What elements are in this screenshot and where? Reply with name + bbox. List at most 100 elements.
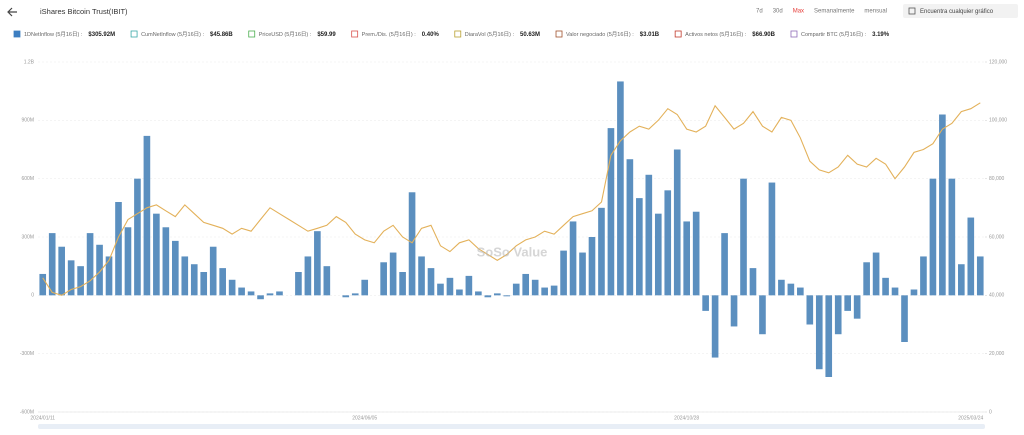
bar [437, 283, 444, 296]
bar [958, 264, 965, 296]
y2-tick-label: 40,000 [989, 293, 1005, 299]
bar [882, 277, 889, 296]
bar [115, 202, 122, 296]
bar [778, 279, 785, 296]
legend-label: Compartir BTC (5月16日) : [801, 31, 867, 38]
bar [825, 295, 833, 377]
range-button[interactable]: Semanalmente [814, 9, 855, 15]
bar [190, 264, 198, 296]
legend-checkbox[interactable] [454, 30, 462, 38]
watermark: SoSo Value [477, 244, 548, 259]
legend-checkbox[interactable] [674, 30, 682, 38]
bar [304, 256, 312, 296]
y2-tick-label: 0 [989, 409, 992, 415]
bar [351, 293, 359, 296]
search-box[interactable] [903, 4, 1018, 18]
y2-tick-label: 100,000 [989, 118, 1007, 124]
bar [806, 295, 814, 325]
bar [749, 268, 757, 296]
bar [465, 275, 473, 296]
legend-checkbox[interactable] [248, 30, 256, 38]
bar [626, 159, 634, 296]
bar [475, 291, 482, 296]
bar [863, 262, 870, 296]
legend-value: $3.01B [640, 32, 660, 38]
bar [967, 217, 975, 296]
bar [550, 285, 558, 296]
bar [143, 135, 151, 296]
bar [503, 295, 511, 297]
scrollbar[interactable] [38, 424, 985, 429]
bar [541, 287, 548, 296]
bar [266, 293, 274, 296]
bar [948, 178, 956, 296]
bar [427, 268, 435, 296]
legend-label: PriceUSD (5月16日) : [259, 31, 312, 38]
bar [939, 114, 946, 296]
bar [314, 231, 321, 296]
legend-checkbox[interactable] [13, 30, 21, 38]
bar [976, 256, 984, 296]
bar [58, 246, 65, 296]
legend-checkbox[interactable] [130, 30, 138, 38]
bar [219, 268, 226, 296]
bar [654, 213, 662, 296]
legend: 1DNetInflow (5月16日) : $305.92M CumNetInflo… [13, 30, 890, 38]
legend-checkbox[interactable] [790, 30, 798, 38]
bar [815, 295, 823, 370]
legend-label: CumNetInflow (5月16日) : [141, 31, 204, 38]
bar [181, 256, 189, 296]
back-arrow[interactable] [7, 7, 17, 17]
bar [247, 291, 255, 296]
bar [872, 252, 880, 296]
y2-tick-label: 20,000 [989, 351, 1005, 357]
search-label[interactable]: Encuentra cualquier gráfico [920, 9, 994, 15]
price-line [42, 102, 981, 296]
bar [607, 128, 615, 296]
bar [124, 227, 132, 296]
bar [664, 190, 672, 296]
bar [740, 178, 747, 296]
y-tick-label: 600M [21, 176, 34, 182]
bar [172, 240, 179, 296]
bar [67, 260, 75, 296]
y-tick-label: -600M [20, 409, 34, 415]
bar [86, 233, 94, 296]
legend-value: 50.63M [520, 32, 540, 38]
bar [96, 244, 103, 296]
bar [636, 198, 643, 296]
range-button[interactable]: mensual [864, 9, 887, 15]
y-tick-label: 300M [21, 234, 34, 240]
x-tick-label: 2025/03/24 [958, 415, 983, 421]
legend-label: DiaraVol (5月16日) : [465, 31, 515, 38]
bar [257, 295, 264, 300]
bar [153, 213, 160, 296]
legend-checkbox[interactable] [351, 30, 359, 38]
range-button[interactable]: 30d [773, 9, 783, 15]
legend-label: Valor negociado (5月16日) : [566, 31, 634, 38]
bar [730, 295, 738, 327]
bar [645, 174, 653, 296]
bar [853, 295, 861, 319]
bar [768, 182, 776, 296]
bar [531, 279, 539, 296]
bar [579, 252, 586, 296]
bar [560, 250, 567, 296]
y-tick-label: 900M [21, 118, 34, 124]
bar [598, 207, 605, 296]
range-button[interactable]: Max [793, 9, 804, 15]
bar [493, 293, 501, 296]
legend-label: 1DNetInflow (5月16日) : [24, 31, 83, 38]
legend-checkbox[interactable] [555, 30, 563, 38]
bar [844, 295, 851, 311]
bar [105, 256, 113, 296]
y-tick-label: 1.2B [24, 59, 35, 65]
bar [512, 283, 520, 296]
bar [228, 279, 236, 296]
bar [295, 272, 302, 296]
bar [617, 81, 624, 296]
range-button[interactable]: 7d [756, 9, 763, 15]
bar [399, 272, 406, 296]
bar [408, 192, 416, 296]
